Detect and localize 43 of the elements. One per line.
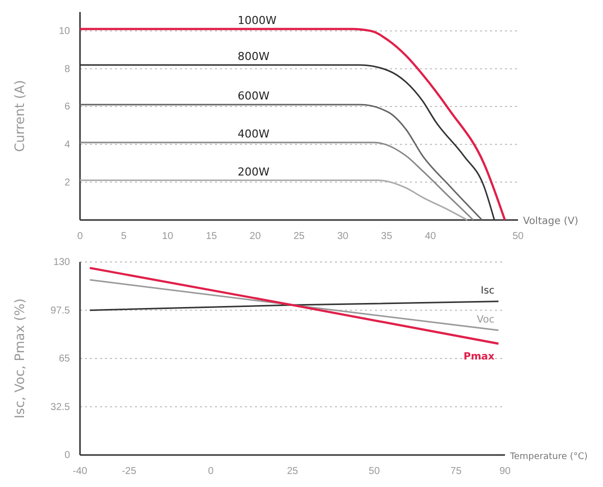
x-tick-label: 30	[337, 231, 349, 242]
x-tick-label: 15	[206, 231, 218, 242]
line-series	[79, 180, 468, 221]
y-tick-label: 8	[64, 64, 70, 75]
series-label: 200W	[238, 165, 270, 178]
series-label: Pmax	[464, 352, 496, 363]
series-label: 400W	[238, 127, 270, 140]
y-tick-label: 0	[64, 450, 70, 462]
series-label: 600W	[238, 90, 270, 103]
y-tick-label: 65	[58, 354, 70, 365]
series-label: Voc	[476, 314, 494, 326]
x-axis-title: Temperature (°C)	[509, 452, 588, 462]
x-tick-label: -25	[122, 466, 137, 478]
y-tick-label: 130	[53, 257, 70, 268]
x-tick-label: 90	[499, 466, 511, 478]
x-axis-title: Voltage (V)	[523, 216, 578, 227]
x-tick-label: 0	[208, 466, 214, 478]
y-tick-label: 4	[64, 140, 70, 151]
y-tick-label: 32.5	[50, 402, 70, 413]
y-tick-label: 2	[64, 177, 70, 188]
series-label: 800W	[238, 50, 270, 63]
y-axis-title: Isc, Voc, Pmax (%)	[13, 298, 28, 419]
line-series	[79, 104, 483, 221]
x-tick-label: -40	[72, 466, 88, 478]
x-tick-label: 25	[286, 466, 298, 478]
x-tick-label: 20	[250, 231, 262, 242]
x-tick-label: 50	[512, 231, 524, 242]
x-tick-label: 40	[424, 231, 436, 242]
x-tick-label: 5	[121, 231, 128, 242]
y-tick-label: 6	[64, 102, 70, 113]
x-tick-label: 35	[381, 231, 393, 242]
line-series	[78, 28, 506, 222]
x-tick-label: 50	[368, 466, 380, 478]
x-tick-label: 0	[77, 231, 84, 242]
x-tick-label: 75	[450, 466, 462, 478]
line-series	[79, 142, 474, 221]
y-tick-label: 97.5	[50, 305, 70, 316]
x-tick-label: 25	[293, 231, 305, 242]
y-tick-label: 10	[58, 26, 70, 38]
series-label: Isc	[480, 285, 494, 296]
y-axis-title: Current (A)	[13, 80, 28, 152]
x-tick-label: 10	[162, 231, 174, 242]
series-label: 1000W	[238, 14, 277, 28]
